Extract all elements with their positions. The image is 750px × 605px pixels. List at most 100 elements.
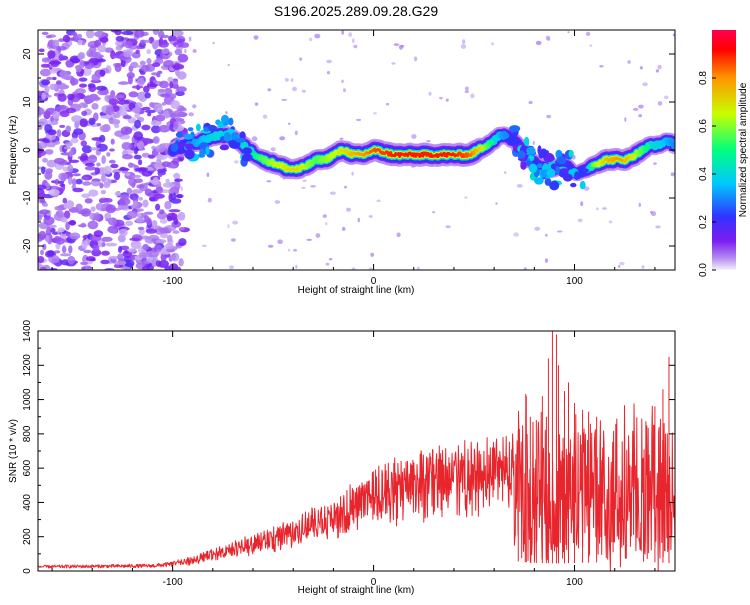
noise-blob [153, 136, 160, 144]
ridge-blob [574, 171, 579, 180]
noise-blob [99, 135, 105, 143]
noise-blob [160, 219, 168, 224]
noise-blob [177, 71, 187, 79]
noise-blob [464, 196, 467, 199]
noise-blob [125, 41, 133, 48]
x-tick-label: -100 [163, 276, 183, 287]
noise-blob [180, 42, 189, 48]
noise-blob [111, 139, 115, 145]
noise-blob [545, 258, 548, 262]
noise-blob [326, 263, 330, 266]
noise-blob [139, 252, 149, 258]
noise-blob [152, 62, 160, 67]
noise-blob [79, 84, 87, 88]
noise-blob [232, 221, 238, 225]
noise-blob [302, 90, 306, 93]
noise-blob [35, 185, 46, 190]
noise-blob [202, 245, 207, 247]
noise-blob [134, 113, 140, 119]
noise-blob [534, 227, 540, 231]
noise-blob [465, 91, 469, 93]
noise-blob [91, 206, 96, 211]
noise-blob [85, 61, 90, 65]
noise-blob [135, 168, 146, 172]
noise-blob [122, 154, 133, 159]
noise-blob [295, 265, 297, 269]
noise-blob [618, 265, 620, 268]
noise-blob [137, 141, 144, 150]
noise-blob [356, 119, 361, 121]
snr-plot-area [38, 331, 675, 571]
noise-blob [567, 31, 569, 33]
noise-blob [446, 99, 449, 102]
noise-blob [599, 65, 603, 67]
noise-blob [79, 102, 87, 108]
noise-blob [41, 166, 45, 174]
noise-blob [164, 201, 171, 210]
noise-blob [545, 234, 548, 237]
noise-blob [47, 227, 52, 230]
noise-blob [101, 237, 112, 242]
noise-blob [143, 138, 152, 143]
ridge-blob [176, 132, 183, 138]
noise-blob [169, 209, 181, 212]
noise-blob [227, 224, 229, 228]
noise-blob [42, 244, 46, 250]
noise-blob [277, 239, 283, 244]
noise-blob [314, 34, 320, 39]
noise-blob [54, 206, 65, 211]
y-tick-label: 0 [22, 568, 33, 574]
noise-blob [68, 245, 72, 253]
ridge-blob [569, 150, 574, 158]
noise-blob [47, 250, 54, 257]
noise-blob [323, 214, 327, 218]
noise-blob [609, 220, 613, 223]
noise-blob [285, 78, 289, 82]
noise-blob [207, 173, 210, 178]
ridge-blob [184, 134, 193, 140]
noise-blob [633, 108, 639, 111]
ridge-blob [204, 127, 209, 132]
colorbar: 0.00.20.40.60.8 Normalized spectral ampl… [698, 30, 749, 277]
noise-blob [162, 161, 171, 167]
noise-blob [439, 97, 443, 99]
noise-blob [99, 199, 107, 203]
noise-blob [153, 194, 165, 199]
noise-blob [97, 45, 106, 52]
noise-blob [110, 228, 117, 233]
noise-blob [174, 179, 183, 182]
noise-blob [188, 112, 194, 116]
ridge-blob [580, 181, 586, 189]
noise-blob [127, 211, 138, 219]
noise-blob [41, 92, 46, 99]
ridge-blob [196, 124, 201, 132]
noise-blob [41, 64, 50, 68]
noise-blob [76, 65, 82, 73]
noise-blob [77, 211, 89, 215]
noise-blob [495, 202, 497, 204]
noise-blob [650, 211, 653, 214]
noise-blob [386, 103, 389, 105]
noise-blob [619, 262, 624, 265]
noise-blob [266, 180, 271, 182]
noise-blob [83, 250, 92, 253]
noise-blob [316, 233, 321, 238]
noise-blob [134, 30, 144, 38]
snr-x-axis-label: Height of straight line (km) [298, 585, 415, 596]
noise-blob [42, 158, 48, 163]
noise-blob [167, 77, 173, 82]
noise-blob [263, 115, 268, 119]
noise-blob [104, 178, 112, 186]
noise-blob [62, 245, 66, 253]
noise-blob [429, 92, 432, 96]
noise-blob [94, 212, 100, 221]
ridge-segment [300, 167, 301, 168]
noise-blob [110, 164, 118, 169]
noise-blob [341, 80, 344, 84]
noise-blob [178, 54, 189, 63]
noise-blob [146, 49, 151, 54]
noise-blob [118, 246, 122, 253]
colorbar-tick-label: 0.2 [698, 215, 709, 229]
noise-blob [114, 172, 120, 180]
